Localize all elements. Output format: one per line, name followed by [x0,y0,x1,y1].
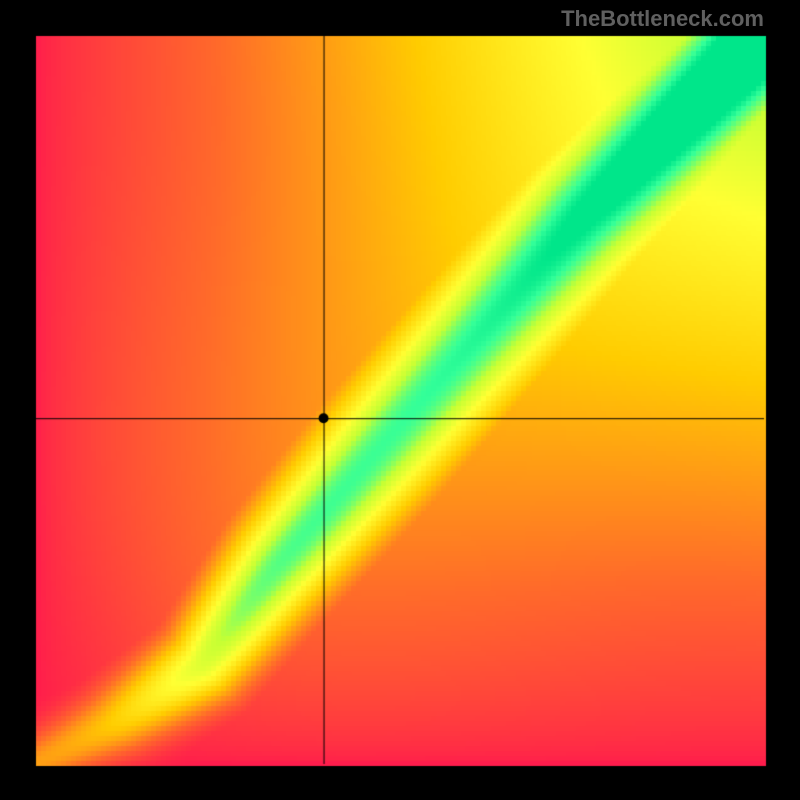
watermark-text: TheBottleneck.com [561,6,764,32]
root: TheBottleneck.com [0,0,800,800]
heatmap-canvas [0,0,800,800]
